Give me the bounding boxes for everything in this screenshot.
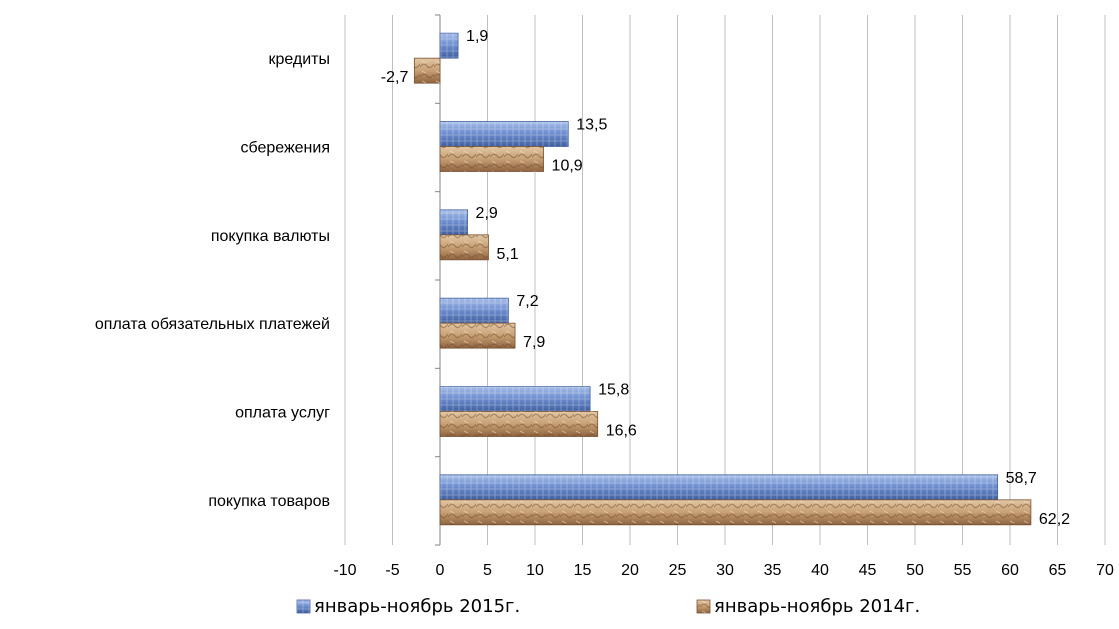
x-tick-label: -5 [385,562,399,579]
x-tick-label: 0 [436,562,445,579]
legend-label: январь-ноябрь 2015г. [314,596,520,617]
x-tick-label: 60 [1001,562,1019,579]
bar-2015-сбережения [439,121,569,147]
data-label-2015-оплата-обязательных-платежей: 7,2 [516,293,538,310]
x-tick-label: 20 [621,562,639,579]
x-tick-label: 40 [811,562,829,579]
bar-2015-покупка-валюты [439,209,468,236]
category-label-4: оплата услуг [235,405,330,422]
category-label-1: сбережения [240,140,330,157]
bar-2014-покупка-валюты [439,234,489,261]
x-tick-label: 5 [483,562,492,579]
x-tick-label: 15 [574,562,592,579]
bar-2015-кредиты [439,32,459,59]
data-label-2014-сбережения: 10,9 [552,158,583,175]
category-label-3: оплата обязательных платежей [95,316,330,333]
data-label-2015-покупка-товаров: 58,7 [1006,470,1037,487]
x-tick-label: 25 [669,562,687,579]
x-tick-label: 45 [859,562,877,579]
legend-item-2014: январь-ноябрь 2014г. [696,596,920,617]
x-tick-label: 10 [526,562,544,579]
data-label-2015-покупка-валюты: 2,9 [476,205,498,222]
bar-2014-покупка-товаров [439,499,1032,526]
bar-2015-покупка-товаров [439,474,999,501]
data-label-2014-оплата-обязательных-платежей: 7,9 [523,334,545,351]
bar-2014-оплата-услуг [439,411,599,437]
bar-2015-оплата-услуг [439,386,591,412]
data-label-2015-оплата-услуг: 15,8 [598,382,629,399]
legend: январь-ноябрь 2015г. январь-ноябрь 2014г. [296,596,920,617]
x-tick-label: 35 [764,562,782,579]
x-tick-label: 70 [1096,562,1114,579]
x-tick-label: 30 [716,562,734,579]
data-label-2014-покупка-валюты: 5,1 [496,246,518,263]
bar-2014-оплата-обязательных-платежей [439,322,516,349]
bar-2014-кредиты [413,57,441,84]
category-label-5: покупка товаров [208,493,330,510]
x-tick-label: 55 [954,562,972,579]
data-label-2014-покупка-товаров: 62,2 [1039,511,1070,528]
legend-item-2015: январь-ноябрь 2015г. [296,596,520,617]
legend-label: январь-ноябрь 2014г. [714,596,920,617]
category-label-2: покупка валюты [211,228,330,245]
category-label-0: кредиты [268,51,330,68]
data-label-2015-сбережения: 13,5 [576,117,607,134]
bar-2015-оплата-обязательных-платежей [439,297,509,324]
bar-2014-сбережения [439,146,544,172]
data-label-2014-оплата-услуг: 16,6 [606,423,637,440]
x-tick-label: 65 [1049,562,1067,579]
data-label-2015-кредиты: 1,9 [466,28,488,45]
x-tick-label: 50 [906,562,924,579]
data-label-2014-кредиты: -2,7 [381,69,409,86]
x-tick-label: -10 [333,562,356,579]
